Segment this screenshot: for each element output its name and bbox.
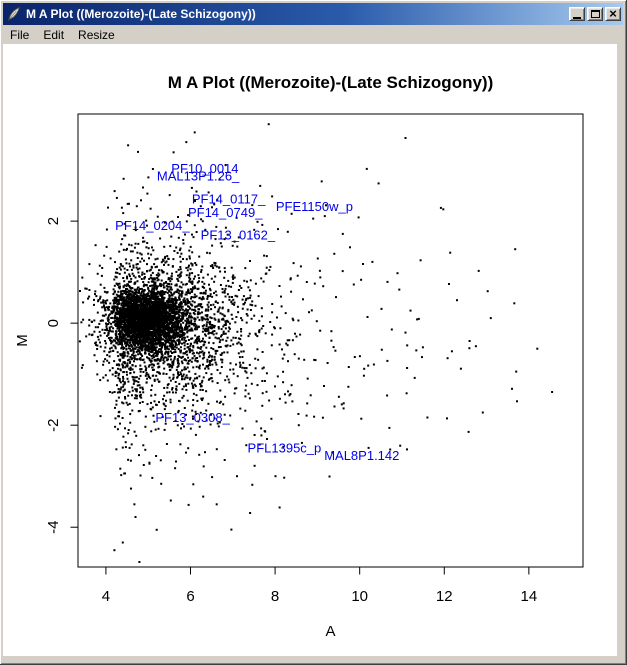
y-tick-label: -4 <box>45 521 62 534</box>
y-axis: -4 -2 0 2 <box>45 217 78 534</box>
menu-file[interactable]: File <box>10 27 30 42</box>
ma-plot-svg: 4 6 8 10 12 14 A -4 -2 0 2 M M A Plot ((Merozoite)-(… <box>14 73 584 640</box>
gene-label: MAL8P1.142 <box>324 448 399 463</box>
x-tick-label: 6 <box>186 588 194 605</box>
gene-label: PF10_0014 <box>171 161 238 176</box>
plot-box <box>77 113 584 568</box>
x-axis: 4 6 8 10 12 14 <box>102 567 538 605</box>
window-title: M A Plot ((Merozoite)-(Late Schizogony)) <box>26 7 256 21</box>
x-tick-label: 12 <box>436 588 453 605</box>
plot-canvas: 4 6 8 10 12 14 A -4 -2 0 2 M M A Plot ((Merozoite)-(… <box>3 44 617 656</box>
minimize-icon <box>573 16 581 19</box>
close-button[interactable]: × <box>605 7 621 21</box>
maximize-button[interactable] <box>587 7 603 21</box>
scatter-points <box>78 137 518 563</box>
menu-edit[interactable]: Edit <box>43 27 65 42</box>
gene-label: PF13_0162_ <box>201 227 276 242</box>
device-area: 4 6 8 10 12 14 A -4 -2 0 2 M M A Plot ((Merozoite)-(… <box>3 44 623 661</box>
r-feather-icon[interactable] <box>6 6 22 22</box>
r-feather-icon-svg <box>7 7 20 21</box>
y-axis-label: M <box>14 334 31 347</box>
y-tick-label: 2 <box>45 217 62 225</box>
gene-label: MAL13P1.26_ <box>157 169 240 184</box>
x-tick-label: 4 <box>102 588 110 605</box>
menu-resize[interactable]: Resize <box>78 27 115 42</box>
x-tick-label: 14 <box>521 588 538 605</box>
gene-label: PF14_0117_ <box>192 192 266 207</box>
maximize-icon <box>590 10 600 18</box>
x-axis-label: A <box>325 623 335 640</box>
minimize-button[interactable] <box>569 7 585 21</box>
y-tick-label: -2 <box>45 419 62 432</box>
gene-label: PF14_0204_ <box>115 218 190 233</box>
menu-bar: File Edit Resize <box>3 25 623 44</box>
gene-label: PFL1395c_p <box>248 441 322 456</box>
gene-label: PF13_0308_ <box>155 410 230 425</box>
window-controls: × <box>567 7 621 21</box>
y-tick-label: 0 <box>45 319 62 327</box>
plot-title: M A Plot ((Merozoite)-(Late Schizogony)) <box>168 73 494 92</box>
gene-label: PFE1150w_p <box>276 199 353 214</box>
x-tick-label: 10 <box>351 588 368 605</box>
title-bar[interactable]: M A Plot ((Merozoite)-(Late Schizogony))… <box>3 3 623 25</box>
x-tick-label: 8 <box>271 588 279 605</box>
close-icon: × <box>609 6 617 21</box>
gene-label: PF14_0749_ <box>188 205 263 220</box>
outlier-points <box>113 123 554 552</box>
